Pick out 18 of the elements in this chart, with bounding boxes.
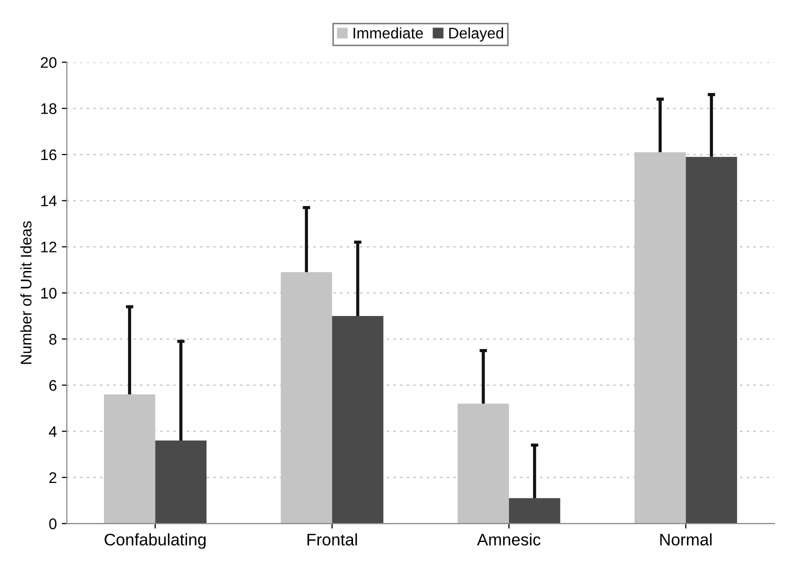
y-tick-label: 14 (41, 196, 57, 206)
x-tick-label: Confabulating (104, 533, 206, 549)
y-tick-label: 2 (49, 472, 56, 483)
legend-label: Delayed (449, 27, 504, 42)
y-tick-label: 4 (48, 426, 57, 437)
x-tick-label: Normal (660, 533, 712, 546)
y-axis-title: Number of Unit Ideas (20, 221, 32, 364)
y-tick-label: 20 (40, 57, 56, 68)
y-tick-label: 0 (49, 518, 56, 530)
x-tick-label: Frontal (308, 533, 357, 546)
x-tick-label: Amnesic (477, 533, 540, 546)
y-tick-label: 12 (41, 242, 56, 252)
y-tick-label: 8 (49, 334, 56, 345)
y-tick-label: 10 (41, 288, 56, 299)
y-tick-label: 6 (49, 380, 56, 391)
y-tick-label: 16 (41, 149, 56, 160)
legend-label: Immediate (354, 27, 423, 39)
y-tick-label: 18 (41, 103, 56, 114)
